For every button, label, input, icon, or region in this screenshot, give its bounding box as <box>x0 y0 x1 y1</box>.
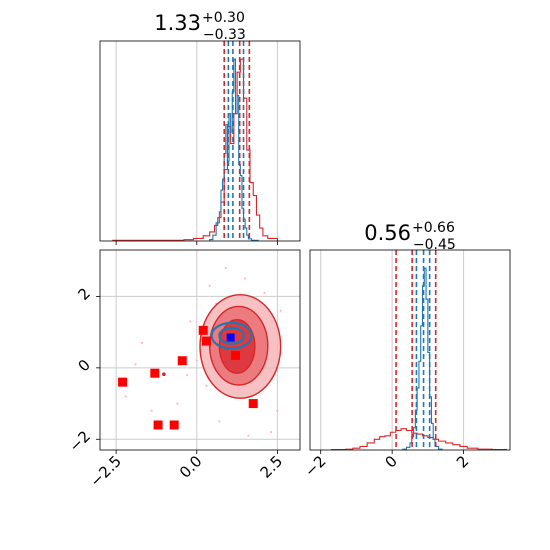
param1-hist-red <box>112 58 278 241</box>
joint-sample-point <box>224 266 227 269</box>
joint-blue-marker <box>226 333 235 342</box>
param2-title: 0.56+0.66 −0.45 <box>364 220 456 253</box>
param1-title: 1.33+0.30 −0.33 <box>154 10 246 43</box>
param2-title-lower: −0.45 <box>413 237 456 253</box>
joint-sample-point <box>195 359 198 362</box>
joint-sample-point <box>124 395 127 398</box>
joint-sample-point <box>205 384 208 387</box>
param1-hist-grid <box>115 41 278 241</box>
joint-sample-point <box>176 402 179 405</box>
joint-sample-point <box>150 409 153 412</box>
param2-x-tick-label: 2 <box>453 452 472 471</box>
param2-x-tick-label: −2 <box>301 452 329 480</box>
param2-hist-grid <box>320 250 465 450</box>
joint-red-marker <box>248 399 258 409</box>
joint-contours <box>124 266 282 437</box>
joint-sample-point <box>263 291 266 294</box>
joint-sample-point <box>189 320 192 323</box>
param2-hist-red <box>330 428 507 450</box>
param2-hist-border <box>309 249 511 451</box>
param2-title-upper: +0.66 <box>412 220 455 236</box>
param2-hist-series <box>330 267 507 450</box>
joint-red-marker <box>177 356 187 366</box>
joint-red-marker <box>198 325 208 335</box>
joint-sample-point <box>276 409 279 412</box>
joint-points <box>118 325 258 430</box>
param1-hist-quantiles <box>223 41 251 241</box>
param2-title-median: 0.56 <box>364 221 411 245</box>
joint-red-marker <box>153 420 163 430</box>
param2-x-tick-label: 0 <box>381 452 400 471</box>
joint-red-marker <box>169 420 179 430</box>
joint-distribution-panel: −2.5 0.0 2.5 −2 0 2 <box>66 249 301 491</box>
joint-x-tick-label: 2.5 <box>257 452 287 482</box>
joint-sample-point <box>269 431 273 434</box>
param1-title-lower: −0.33 <box>203 27 246 43</box>
param1-title-median: 1.33 <box>154 11 201 35</box>
joint-red-marker <box>118 377 128 387</box>
joint-sample-point <box>140 341 144 344</box>
param1-title-upper: +0.30 <box>202 10 245 26</box>
param2-hist-quantiles <box>395 250 437 450</box>
joint-y-tick-label: 0 <box>75 356 94 375</box>
joint-y-tick-label: 2 <box>75 284 94 303</box>
joint-sample-point <box>244 277 247 280</box>
joint-border <box>99 249 301 451</box>
joint-sample-point <box>218 420 221 423</box>
param2-hist-frame <box>310 250 510 450</box>
param1-histogram-panel: 1.33+0.30 −0.33 <box>99 10 301 245</box>
joint-red-dot <box>162 372 166 377</box>
joint-sample-point <box>134 363 137 366</box>
param2-hist-blue <box>402 267 443 450</box>
joint-sample-point <box>279 309 282 312</box>
joint-blue-contour <box>210 321 253 350</box>
joint-red-marker <box>201 336 211 346</box>
joint-red-marker <box>150 368 160 378</box>
joint-red-marker <box>230 350 240 360</box>
param2-histogram-panel: −2 0 2 0.56+0.66 −0.45 <box>301 220 511 480</box>
joint-sample-point <box>208 284 211 287</box>
joint-x-tick-label: 0.0 <box>176 452 206 482</box>
param1-hist-frame <box>100 41 300 241</box>
joint-y-tick-label: −2 <box>66 427 94 455</box>
joint-x-tick-label: −2.5 <box>86 452 124 490</box>
param1-hist-border <box>99 40 301 242</box>
joint-blue-contour <box>218 326 245 345</box>
joint-sample-point <box>247 434 250 437</box>
joint-sample-point <box>185 373 189 377</box>
